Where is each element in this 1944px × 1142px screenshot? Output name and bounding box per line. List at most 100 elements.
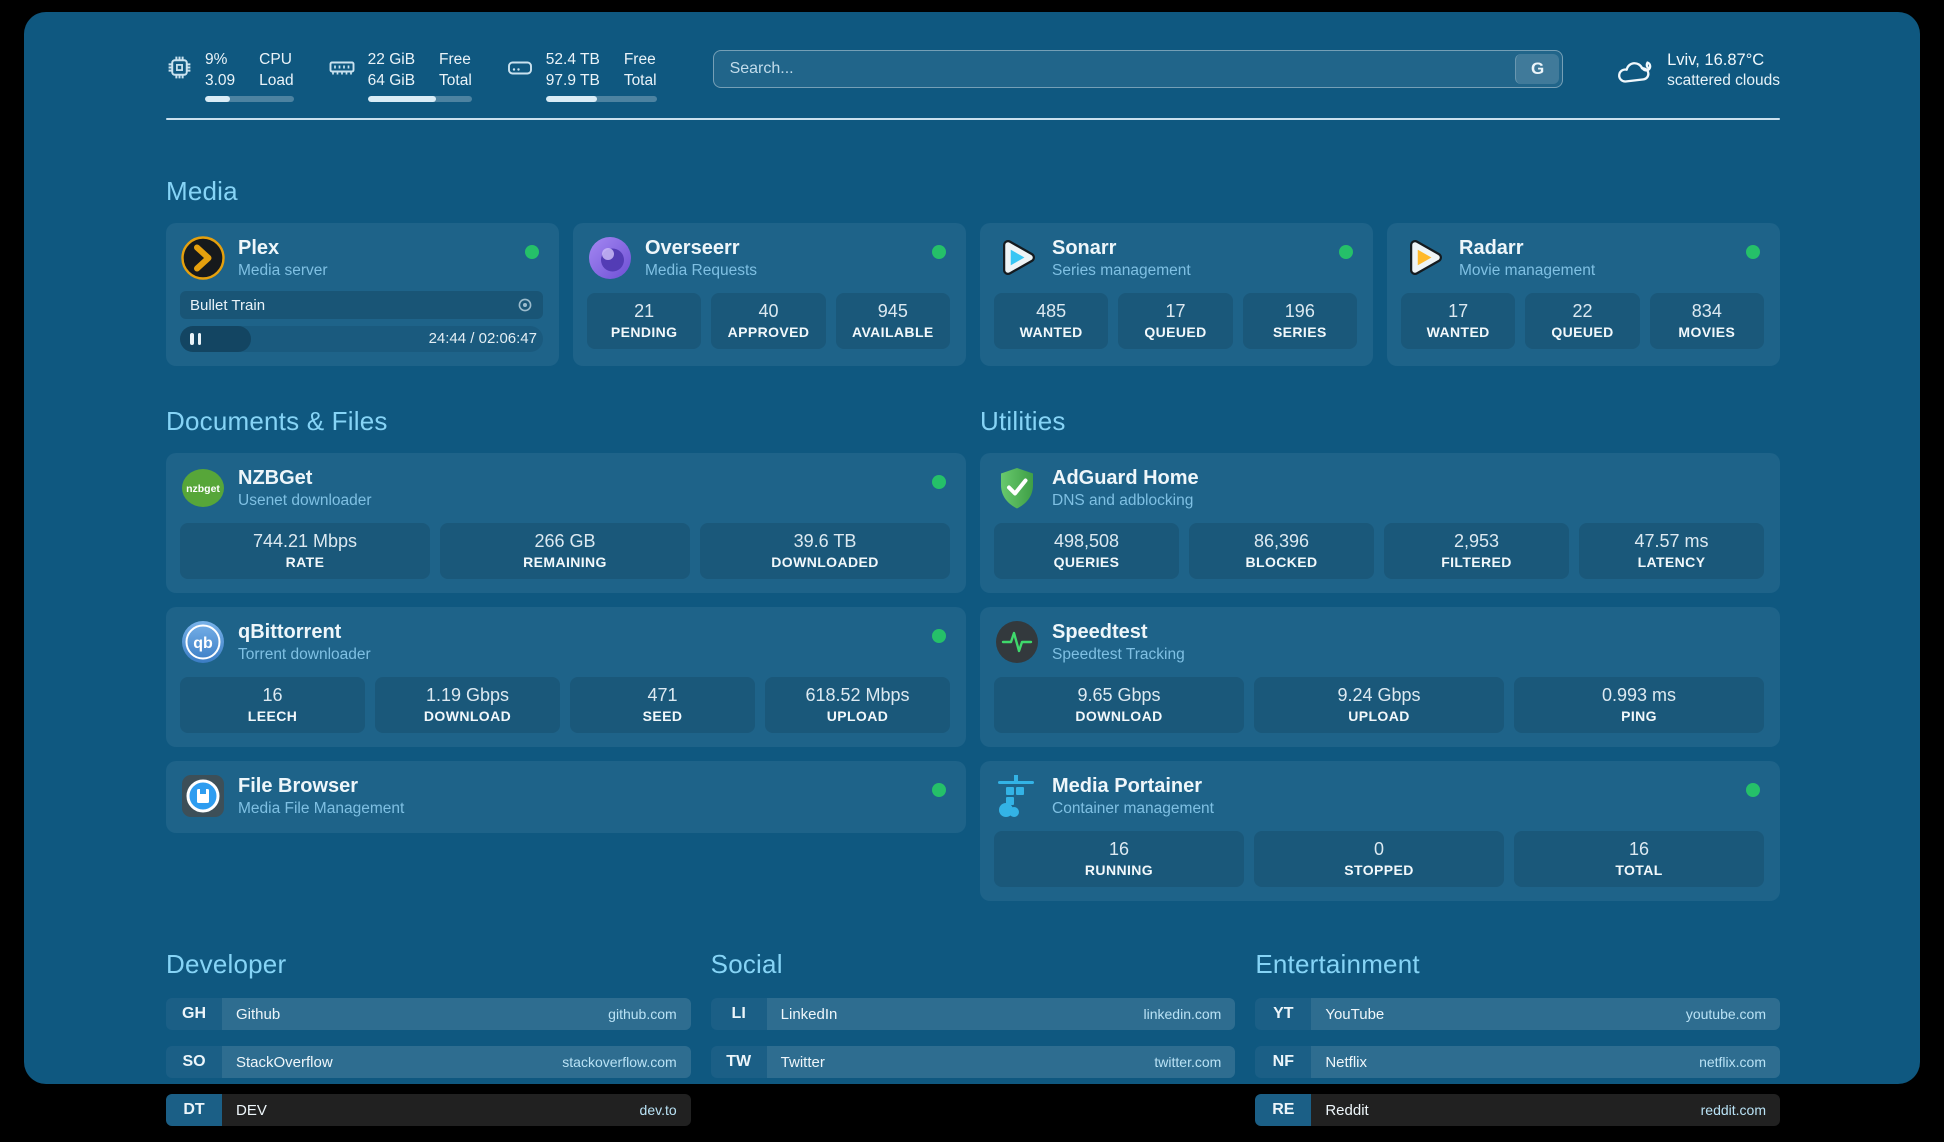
bookmark-url: twitter.com xyxy=(1154,1054,1221,1070)
disk-total-value: 97.9 TB xyxy=(546,71,600,90)
stat-queued: 22 QUEUED xyxy=(1525,293,1639,349)
bookmark-dev[interactable]: DT DEV dev.to xyxy=(166,1094,691,1126)
ram-total-label: Total xyxy=(439,71,472,90)
bookmark-name: StackOverflow xyxy=(236,1054,333,1071)
media-grid: Plex Media server Bullet Train 24:44 / 0… xyxy=(166,223,1780,366)
app-subtitle: Speedtest Tracking xyxy=(1052,645,1185,664)
now-playing-title: Bullet Train xyxy=(190,297,517,314)
app-title: Sonarr xyxy=(1052,236,1191,261)
bookmark-abbr: NF xyxy=(1255,1046,1311,1078)
stat-movies: 834 MOVIES xyxy=(1650,293,1764,349)
card-plex[interactable]: Plex Media server Bullet Train 24:44 / 0… xyxy=(166,223,559,366)
bookmark-linkedin[interactable]: LI LinkedIn linkedin.com xyxy=(711,998,1236,1030)
bookmark-url: youtube.com xyxy=(1686,1006,1766,1022)
bookmark-url: netflix.com xyxy=(1699,1054,1766,1070)
section-title-entertainment: Entertainment xyxy=(1255,949,1780,980)
search-input[interactable] xyxy=(713,50,1564,88)
bookmark-url: linkedin.com xyxy=(1144,1006,1222,1022)
bookmark-youtube[interactable]: YT YouTube youtube.com xyxy=(1255,998,1780,1030)
dashboard: 9% 3.09 CPU Load xyxy=(24,12,1920,1084)
documents-column: Documents & Files nzbget NZBGet U xyxy=(166,406,966,901)
adguard-icon xyxy=(994,465,1040,511)
app-title: NZBGet xyxy=(238,466,372,491)
top-bar: 9% 3.09 CPU Load xyxy=(166,50,1780,102)
stat-stopped: 0 STOPPED xyxy=(1254,831,1504,887)
status-indicator xyxy=(1339,245,1353,259)
bookmark-abbr: RE xyxy=(1255,1094,1311,1126)
cpu-stat: 9% 3.09 CPU Load xyxy=(166,50,294,102)
developer-column: Developer GH Github github.com SO StackO… xyxy=(166,949,691,1142)
sonarr-icon xyxy=(994,235,1040,281)
system-stats: 9% 3.09 CPU Load xyxy=(166,50,657,102)
bookmark-name: Twitter xyxy=(781,1054,825,1071)
disk-stat: 52.4 TB 97.9 TB Free Total xyxy=(506,50,657,102)
card-portainer[interactable]: Media Portainer Container management 16 … xyxy=(980,761,1780,901)
now-playing-settings-icon[interactable] xyxy=(517,297,533,313)
app-subtitle: Usenet downloader xyxy=(238,491,372,510)
bookmark-stackoverflow[interactable]: SO StackOverflow stackoverflow.com xyxy=(166,1046,691,1078)
app-title: File Browser xyxy=(238,774,404,799)
playback-progress: 24:44 / 02:06:47 xyxy=(180,326,543,352)
card-sonarr[interactable]: Sonarr Series management 485 WANTED 17 Q… xyxy=(980,223,1373,366)
card-speedtest[interactable]: Speedtest Speedtest Tracking 9.65 Gbps D… xyxy=(980,607,1780,747)
app-subtitle: Series management xyxy=(1052,261,1191,280)
bookmark-reddit[interactable]: RE Reddit reddit.com xyxy=(1255,1094,1780,1126)
app-subtitle: Media File Management xyxy=(238,799,404,818)
ram-free-value: 22 GiB xyxy=(368,50,415,69)
bookmark-abbr: SO xyxy=(166,1046,222,1078)
entertainment-column: Entertainment YT YouTube youtube.com NF … xyxy=(1255,949,1780,1142)
app-title: qBittorrent xyxy=(238,620,371,645)
cloud-icon xyxy=(1615,55,1655,87)
ram-progress-bar xyxy=(368,96,472,102)
disk-progress-bar xyxy=(546,96,657,102)
stat-pending: 21 PENDING xyxy=(587,293,701,349)
app-subtitle: DNS and adblocking xyxy=(1052,491,1199,510)
search-bar: G xyxy=(713,50,1564,88)
app-title: Radarr xyxy=(1459,236,1595,261)
disk-free-value: 52.4 TB xyxy=(546,50,600,69)
qbittorrent-icon: qb xyxy=(180,619,226,665)
ram-free-label: Free xyxy=(439,50,472,69)
card-filebrowser[interactable]: File Browser Media File Management xyxy=(166,761,966,833)
bookmark-twitter[interactable]: TW Twitter twitter.com xyxy=(711,1046,1236,1078)
bookmark-name: Netflix xyxy=(1325,1054,1367,1071)
stat-ping: 0.993 ms PING xyxy=(1514,677,1764,733)
card-qbittorrent[interactable]: qb qBittorrent Torrent downloader 16 LEE… xyxy=(166,607,966,747)
bookmark-abbr: YT xyxy=(1255,998,1311,1030)
bookmark-abbr: GH xyxy=(166,998,222,1030)
app-title: Speedtest xyxy=(1052,620,1185,645)
stat-queries: 498,508 QUERIES xyxy=(994,523,1179,579)
bookmark-github[interactable]: GH Github github.com xyxy=(166,998,691,1030)
app-title: Media Portainer xyxy=(1052,774,1214,799)
radarr-icon xyxy=(1401,235,1447,281)
status-indicator xyxy=(1746,245,1760,259)
bookmark-url: github.com xyxy=(608,1006,676,1022)
status-indicator xyxy=(525,245,539,259)
app-subtitle: Container management xyxy=(1052,799,1214,818)
stat-available: 945 AVAILABLE xyxy=(836,293,950,349)
ram-total-value: 64 GiB xyxy=(368,71,415,90)
playback-time: 24:44 / 02:06:47 xyxy=(429,326,537,352)
status-indicator xyxy=(932,245,946,259)
card-adguard[interactable]: AdGuard Home DNS and adblocking 498,508 … xyxy=(980,453,1780,593)
card-overseerr[interactable]: Overseerr Media Requests 21 PENDING 40 A… xyxy=(573,223,966,366)
stat-seed: 471 SEED xyxy=(570,677,755,733)
cpu-usage-value: 9% xyxy=(205,50,235,69)
stat-running: 16 RUNNING xyxy=(994,831,1244,887)
search-engine-button[interactable]: G xyxy=(1515,54,1559,84)
ram-stat: 22 GiB 64 GiB Free Total xyxy=(328,50,472,102)
app-title: Overseerr xyxy=(645,236,757,261)
bookmark-name: YouTube xyxy=(1325,1006,1384,1023)
bookmark-url: dev.to xyxy=(640,1102,677,1118)
portainer-icon xyxy=(994,773,1040,819)
cpu-load-label: Load xyxy=(259,71,293,90)
status-indicator xyxy=(932,475,946,489)
cpu-progress-bar xyxy=(205,96,294,102)
stat-total: 16 TOTAL xyxy=(1514,831,1764,887)
pause-button[interactable] xyxy=(190,333,201,345)
stat-downloaded: 39.6 TB DOWNLOADED xyxy=(700,523,950,579)
card-radarr[interactable]: Radarr Movie management 17 WANTED 22 QUE… xyxy=(1387,223,1780,366)
bookmark-netflix[interactable]: NF Netflix netflix.com xyxy=(1255,1046,1780,1078)
section-title-social: Social xyxy=(711,949,1236,980)
card-nzbget[interactable]: nzbget NZBGet Usenet downloader 744.21 M… xyxy=(166,453,966,593)
